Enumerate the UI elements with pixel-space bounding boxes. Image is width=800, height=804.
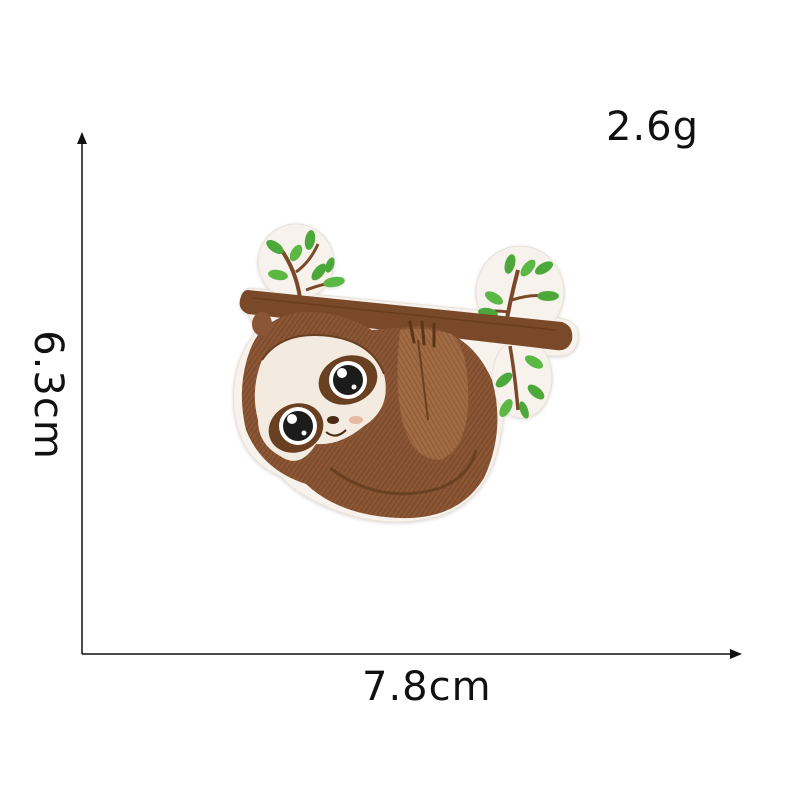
height-dimension-label: 6.3cm	[25, 330, 71, 460]
dimension-axes	[77, 132, 742, 659]
width-dimension-label: 7.8cm	[362, 664, 492, 710]
left-leaf-sprig	[266, 230, 345, 299]
sloth-face	[254, 334, 386, 461]
sloth-patch	[233, 223, 580, 523]
vertical-arrowhead-icon	[77, 132, 87, 144]
weight-label: 2.6g	[606, 104, 700, 150]
left-eye-icon	[279, 407, 317, 445]
horizontal-arrowhead-icon	[730, 649, 742, 659]
right-eye-icon	[329, 361, 367, 399]
